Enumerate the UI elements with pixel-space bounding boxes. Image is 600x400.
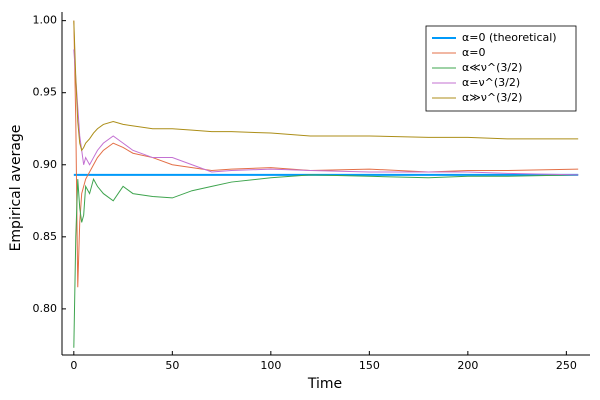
series-line bbox=[73, 49, 579, 176]
y-tick-label: 0.90 bbox=[33, 158, 58, 171]
x-tick-label: 100 bbox=[260, 359, 281, 372]
legend-label: α=0 bbox=[462, 46, 485, 59]
series-line bbox=[73, 174, 579, 348]
legend-label: α≪ν^(3/2) bbox=[462, 61, 522, 74]
legend-label: α=0 (theoretical) bbox=[462, 31, 557, 44]
x-tick-label: 250 bbox=[556, 359, 577, 372]
series-line bbox=[73, 20, 579, 288]
legend-label: α=ν^(3/2) bbox=[462, 76, 520, 89]
y-tick-label: 1.00 bbox=[33, 14, 58, 27]
y-tick-label: 0.95 bbox=[33, 86, 58, 99]
x-tick-label: 150 bbox=[359, 359, 380, 372]
y-axis-label: Empirical average bbox=[8, 125, 24, 252]
series-line bbox=[73, 20, 579, 152]
y-tick-label: 0.85 bbox=[33, 230, 58, 243]
x-axis-label: Time bbox=[307, 376, 342, 392]
x-tick-label: 200 bbox=[457, 359, 478, 372]
x-tick-label: 0 bbox=[70, 359, 77, 372]
legend-label: α≫ν^(3/2) bbox=[462, 91, 522, 104]
x-tick-label: 50 bbox=[165, 359, 179, 372]
y-tick-label: 0.80 bbox=[33, 302, 58, 315]
